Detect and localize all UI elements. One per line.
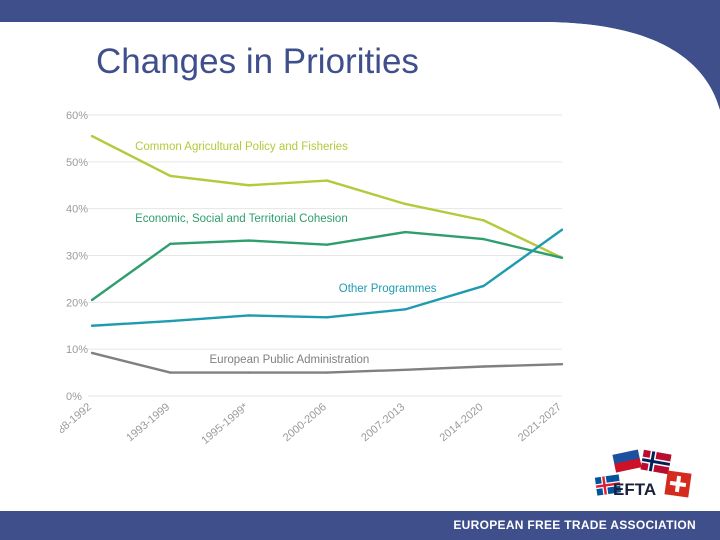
x-tick-label: 2000-2006 [281, 401, 329, 444]
x-axis-ticks: 1988-1992 1993-1999 1995-1999* 2000-2006 200… [60, 401, 564, 447]
data-point [482, 365, 485, 368]
data-point [247, 184, 250, 187]
data-point [169, 319, 172, 323]
data-point [404, 202, 407, 206]
data-point [560, 228, 564, 231]
data-point [169, 174, 172, 178]
data-point [404, 308, 407, 311]
data-point [560, 256, 564, 260]
x-tick-label: 1995-1999* [199, 401, 251, 447]
y-tick-label: 50% [66, 157, 88, 169]
data-point [90, 324, 94, 327]
data-point [90, 351, 94, 355]
data-point [482, 284, 485, 288]
y-tick-label: 0% [66, 391, 82, 403]
data-point [169, 371, 172, 374]
x-tick-label: 1988-1992 [60, 401, 94, 444]
data-point [404, 368, 407, 371]
y-tick-label: 60% [66, 110, 88, 122]
series-line [91, 135, 563, 259]
data-point [325, 371, 329, 374]
data-point [560, 362, 564, 366]
x-tick-label: 2007-2013 [359, 401, 407, 444]
data-point [482, 237, 485, 241]
series-label: European Public Administration [210, 354, 370, 366]
series-label: Other Programmes [339, 283, 437, 295]
series-labels: Common Agricultural Policy and Fisheries… [135, 141, 437, 366]
data-point [404, 230, 407, 234]
footer-band [0, 511, 720, 540]
x-tick-label: 1993-1999 [124, 401, 172, 444]
series-lines [90, 134, 564, 374]
data-point [90, 298, 94, 302]
data-point [247, 314, 250, 317]
y-tick-label: 40% [66, 204, 88, 216]
data-point [325, 179, 329, 182]
efta-logo [594, 449, 692, 498]
y-tick-label: 10% [66, 344, 88, 356]
data-point [325, 243, 329, 246]
top-curve-decoration [0, 0, 720, 110]
efta-logo-text: EFTA [613, 480, 657, 499]
data-point [482, 219, 485, 222]
data-point [90, 134, 94, 138]
series-label: Economic, Social and Territorial Cohesio… [135, 213, 348, 225]
y-axis-ticks: 0% 10% 20% 30% 40% 50% 60% [66, 110, 88, 403]
flag-iceland-icon [594, 474, 622, 496]
line-chart: 0% 10% 20% 30% 40% 50% 60% Common Agricultural… [60, 110, 564, 447]
series-line [91, 230, 563, 301]
flag-switzerland-icon [664, 470, 692, 498]
data-point [247, 239, 250, 242]
x-tick-label: 2021-2027 [516, 401, 564, 444]
y-tick-label: 20% [66, 297, 88, 309]
data-point [247, 371, 250, 374]
data-point [325, 316, 329, 319]
footer-text: EUROPEAN FREE TRADE ASSOCIATION [453, 518, 696, 532]
flag-norway-icon [640, 449, 672, 475]
flag-liechtenstein-icon [612, 449, 642, 473]
data-point [169, 242, 172, 245]
y-tick-label: 30% [66, 251, 88, 263]
page-title: Changes in Priorities [96, 42, 419, 81]
x-tick-label: 2014-2020 [438, 401, 486, 444]
series-label: Common Agricultural Policy and Fisheries [135, 141, 348, 153]
grid-lines [88, 114, 562, 397]
